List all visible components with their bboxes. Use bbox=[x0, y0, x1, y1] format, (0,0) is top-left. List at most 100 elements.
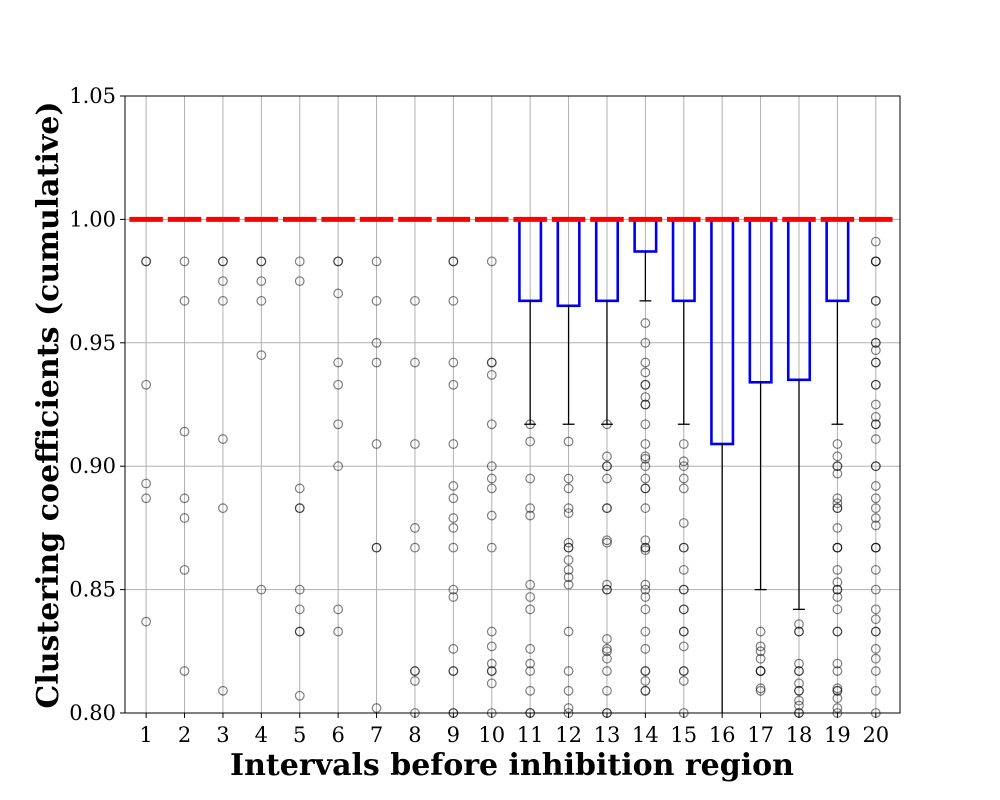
outlier-point bbox=[832, 498, 843, 509]
outlier-point bbox=[333, 419, 344, 430]
outlier-point bbox=[371, 295, 382, 306]
outlier-point bbox=[832, 584, 843, 595]
outlier-point bbox=[832, 693, 843, 704]
outlier-point bbox=[794, 619, 804, 630]
outlier-point bbox=[678, 439, 689, 449]
outlier-point bbox=[448, 643, 459, 654]
outlier-point bbox=[640, 337, 651, 348]
x-tick-label: 14 bbox=[632, 723, 659, 747]
outlier-point bbox=[678, 456, 689, 467]
outlier-point bbox=[486, 666, 497, 676]
outlier-point bbox=[870, 513, 881, 523]
y-tick-label: 1.00 bbox=[69, 207, 116, 231]
outlier-point bbox=[755, 626, 766, 637]
outlier-point bbox=[870, 503, 881, 514]
outlier-point bbox=[678, 604, 689, 615]
outlier-point bbox=[870, 434, 881, 444]
outlier-point bbox=[141, 616, 152, 627]
outlier-point bbox=[870, 520, 881, 531]
outlier-point bbox=[410, 542, 420, 553]
outlier-point bbox=[794, 695, 804, 706]
outlier-point bbox=[678, 676, 689, 686]
outlier-point bbox=[256, 350, 267, 361]
outlier-point bbox=[832, 592, 843, 602]
outlier-point bbox=[294, 690, 305, 701]
x-tick-label: 19 bbox=[824, 723, 851, 747]
outlier-point bbox=[678, 564, 689, 575]
outlier-point bbox=[294, 256, 305, 267]
outlier-point bbox=[486, 369, 497, 380]
outlier-point bbox=[640, 439, 651, 449]
outlier-point bbox=[640, 584, 651, 595]
outlier-point bbox=[179, 666, 190, 676]
outlier-point bbox=[870, 295, 881, 306]
outlier-point bbox=[794, 666, 804, 676]
outlier-points bbox=[141, 236, 881, 718]
outlier-point bbox=[141, 256, 152, 267]
outlier-point bbox=[294, 626, 305, 637]
outlier-point bbox=[870, 318, 881, 328]
outlier-point bbox=[678, 461, 689, 472]
outlier-point bbox=[410, 666, 420, 676]
outlier-point bbox=[525, 510, 536, 521]
outlier-point bbox=[832, 461, 843, 472]
outlier-point bbox=[678, 584, 689, 595]
outlier-point bbox=[371, 337, 382, 348]
outlier-point bbox=[870, 481, 881, 491]
outlier-point bbox=[832, 683, 843, 694]
outlier-point bbox=[179, 513, 190, 523]
x-tick-label: 17 bbox=[747, 723, 774, 747]
outlier-point bbox=[870, 379, 881, 390]
outlier-point bbox=[678, 666, 689, 676]
outlier-point bbox=[678, 542, 689, 553]
outlier-point bbox=[525, 436, 536, 447]
outlier-point bbox=[755, 683, 766, 694]
outlier-point bbox=[371, 439, 382, 449]
outlier-point bbox=[832, 666, 843, 676]
outlier-point bbox=[294, 483, 305, 494]
outlier-point bbox=[640, 453, 651, 464]
outlier-point bbox=[563, 436, 574, 447]
outlier-point bbox=[333, 379, 344, 390]
outlier-point bbox=[179, 493, 190, 504]
outlier-point bbox=[525, 579, 536, 590]
y-tick-label: 0.85 bbox=[69, 578, 116, 602]
outlier-point bbox=[640, 451, 651, 462]
outlier-point bbox=[832, 523, 843, 533]
outlier-point bbox=[371, 542, 382, 553]
outlier-point bbox=[448, 481, 459, 491]
outlier-point bbox=[602, 535, 612, 546]
outlier-point bbox=[832, 604, 843, 615]
outlier-point bbox=[256, 276, 267, 287]
outlier-point bbox=[640, 604, 651, 615]
outlier-point bbox=[333, 461, 344, 472]
outlier-point bbox=[141, 379, 152, 390]
outlier-point bbox=[640, 685, 651, 696]
outlier-point bbox=[371, 357, 382, 368]
outlier-point bbox=[448, 513, 459, 523]
outlier-point bbox=[870, 419, 881, 430]
outlier-point bbox=[179, 256, 190, 267]
outlier-point bbox=[602, 537, 612, 548]
outlier-point bbox=[640, 666, 651, 676]
x-tick-label: 1 bbox=[139, 723, 152, 747]
outlier-point bbox=[640, 392, 651, 402]
plot-frame bbox=[124, 95, 901, 714]
outlier-point bbox=[525, 643, 536, 654]
outlier-point bbox=[448, 666, 459, 676]
outlier-point bbox=[832, 468, 843, 479]
outlier-point bbox=[602, 653, 612, 664]
outlier-point bbox=[486, 510, 497, 521]
outlier-point bbox=[640, 473, 651, 484]
outlier-point bbox=[563, 579, 574, 590]
outlier-point bbox=[486, 542, 497, 553]
outlier-point bbox=[563, 703, 574, 713]
outlier-point bbox=[218, 434, 228, 444]
outlier-point bbox=[678, 518, 689, 528]
outlier-point bbox=[870, 666, 881, 676]
outlier-point bbox=[525, 604, 536, 615]
outlier-point bbox=[256, 295, 267, 306]
outlier-point bbox=[602, 666, 612, 676]
outlier-point bbox=[525, 473, 536, 484]
outlier-point bbox=[870, 614, 881, 625]
